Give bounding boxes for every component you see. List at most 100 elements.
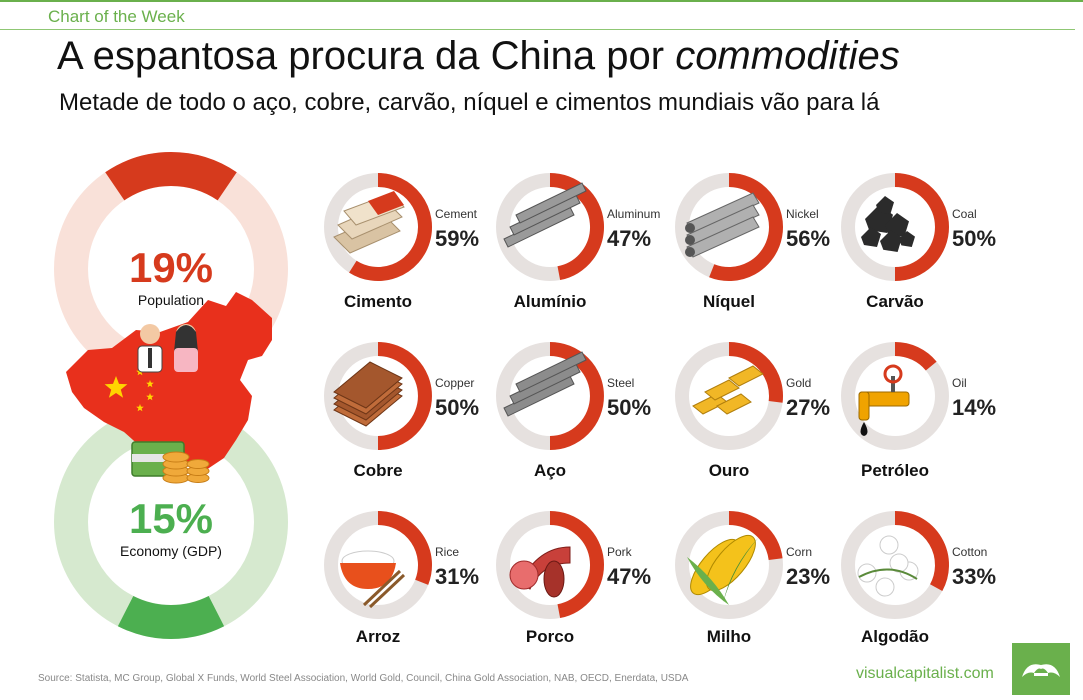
gdp-ring-arc [117,595,225,639]
commodity-percent: 33% [952,564,996,589]
visual-capitalist-logo-icon [1022,664,1060,677]
copper-sheet [333,361,403,409]
title-main: A espantosa procura da China por [57,34,676,78]
ring-arc [894,511,949,592]
cotton-stem [858,568,918,580]
header-divider [0,29,1075,30]
commodity-label: Milho [707,627,751,646]
ring-arc [377,342,432,450]
coal-icon [861,196,915,252]
chopstick [362,569,402,607]
commodity-percent: 47% [607,226,651,251]
corn-cob [706,534,756,592]
commodity-gold: Gold 27% Ouro [675,342,830,480]
commodity-label: Cobre [353,461,402,480]
commodity-english-label: Cotton [952,545,987,559]
valve-wheel [883,364,903,384]
chopstick [368,573,406,609]
commodity-label: Aço [534,461,566,480]
population-percent: 19% [129,244,213,291]
cement-label [368,191,404,215]
corn-icon [687,534,759,605]
commodity-cement: Cement 59% Cimento [324,173,479,311]
commodity-english-label: Rice [435,545,459,559]
man-head [140,324,160,344]
cotton-icon [857,535,919,597]
small-star-icon [146,393,154,401]
steel-beams-icon [503,351,587,417]
woman-dress [174,348,198,372]
sausage-end [543,560,565,598]
nickel-pipes-icon [685,192,760,258]
population-label: Population [138,292,204,308]
oil-valve-icon [858,364,910,436]
title-emphasis: commodities [675,34,900,78]
commodity-english-label: Pork [607,545,633,559]
commodity-percent: 23% [786,564,830,589]
commodity-english-label: Aluminum [607,207,660,221]
commodity-label: Porco [526,627,574,646]
commodity-percent: 50% [607,395,651,420]
brand-logo [1012,643,1070,695]
page-subtitle: Metade de todo o aço, cobre, carvão, níq… [59,89,880,116]
commodity-label: Alumínio [514,292,587,311]
gold-bar [716,393,752,415]
source-note: Source: Statista, MC Group, Global X Fun… [38,673,689,684]
commodity-copper: Copper 50% Cobre [324,342,479,480]
commodity-label: Níquel [703,292,755,311]
cotton-boll [879,535,899,555]
commodity-label: Algodão [861,627,929,646]
ring-arc [377,511,432,585]
people-icon [137,324,198,373]
coal-lump [861,227,881,247]
commodity-cotton: Cotton 33% Algodão [841,511,996,646]
gdp-label: Economy (GDP) [120,543,222,559]
oil-pipe-elbow [858,391,870,421]
commodity-aluminum: Aluminum 47% Alumínio [496,173,660,311]
commodity-nickel: Nickel 56% Níquel [675,173,830,311]
rice-bowl-icon [340,550,406,609]
ring-arc [728,511,783,561]
commodity-percent: 56% [786,226,830,251]
sausage-icon [509,546,571,598]
commodity-english-label: Oil [952,376,967,390]
commodity-percent: 31% [435,564,479,589]
commodity-english-label: Corn [786,545,812,559]
money-icon [131,441,210,484]
copper-sheets-icon [333,361,403,427]
pipe-end [685,223,695,233]
china-map-shape [66,292,272,470]
commodity-percent: 59% [435,226,479,251]
cement-bags-icon [333,191,405,254]
commodity-percent: 50% [435,395,479,420]
commodity-english-label: Nickel [786,207,819,221]
woman-hair [174,325,198,352]
commodity-label: Ouro [709,461,750,480]
small-star-icon [146,380,154,388]
gdp-percent: 15% [129,495,213,542]
cotton-boll [875,577,895,597]
commodity-oil: Oil 14% Petróleo [841,342,996,480]
ring-arc [728,342,783,403]
commodity-rice: Rice 31% Arroz [324,511,479,646]
commodity-english-label: Copper [435,376,474,390]
brand-link[interactable]: visualcapitalist.com [856,665,994,682]
ring-arc [349,173,432,281]
coal-lump [876,196,894,214]
commodity-label: Cimento [344,292,412,311]
coin-icon [162,451,190,463]
sausage-slice [509,560,539,590]
commodity-english-label: Cement [435,207,478,221]
metal-bar [515,351,587,393]
man-tie [148,348,152,368]
commodity-coal: Coal 50% Carvão [841,173,996,311]
corn-leaf [687,557,729,605]
ring-arc [549,342,604,450]
coal-lump [899,231,915,247]
chart-of-the-week-tag: Chart of the Week [48,7,185,26]
gold-bar [704,379,740,401]
commodity-steel: Steel 50% Aço [496,342,651,480]
population-ring-arc [105,152,237,201]
commodity-english-label: Steel [607,376,634,390]
